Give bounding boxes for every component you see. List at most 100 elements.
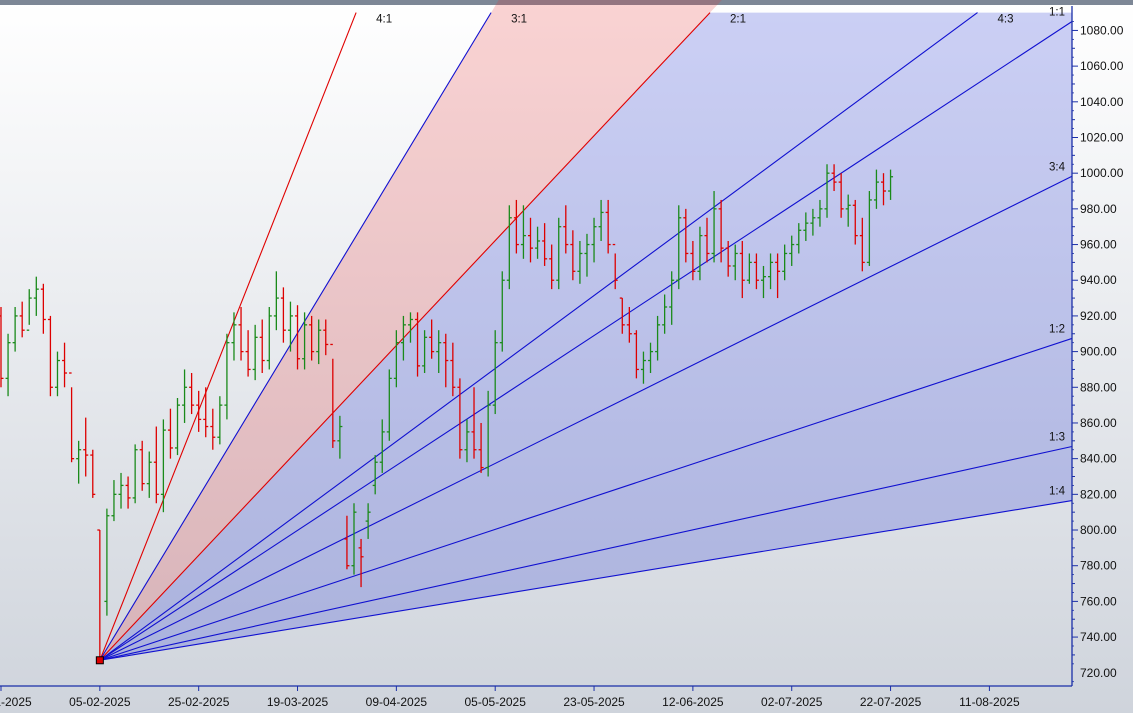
ohlc-bar[interactable] xyxy=(704,217,710,263)
ohlc-bar[interactable] xyxy=(26,289,32,331)
fan-line-1-1[interactable] xyxy=(99,21,1073,661)
fan-line-1-2[interactable] xyxy=(99,337,1073,661)
ohlc-bar[interactable] xyxy=(648,342,654,374)
ohlc-bar[interactable] xyxy=(83,417,89,477)
ohlc-bar[interactable] xyxy=(132,444,138,504)
ohlc-bar[interactable] xyxy=(358,538,364,588)
ohlc-bar[interactable] xyxy=(753,253,759,290)
ohlc-bar[interactable] xyxy=(845,194,851,227)
fan-line-4-1[interactable] xyxy=(99,12,357,661)
ohlc-bar[interactable] xyxy=(266,306,272,370)
ohlc-bar[interactable] xyxy=(436,330,442,374)
ohlc-bar[interactable] xyxy=(598,199,604,241)
ohlc-bar[interactable] xyxy=(817,199,823,227)
ohlc-bar[interactable] xyxy=(775,253,781,299)
ohlc-bar[interactable] xyxy=(591,217,597,263)
ohlc-bar[interactable] xyxy=(457,378,463,459)
ohlc-bar[interactable] xyxy=(570,230,576,281)
ohlc-bar[interactable] xyxy=(619,297,625,334)
ohlc-bar[interactable] xyxy=(873,169,879,209)
ohlc-bar[interactable] xyxy=(224,333,230,420)
fan-origin-marker[interactable] xyxy=(95,656,104,665)
ohlc-bar[interactable] xyxy=(881,173,886,206)
ohlc-bar[interactable] xyxy=(287,301,293,352)
ohlc-bar[interactable] xyxy=(146,451,152,498)
ohlc-bar[interactable] xyxy=(711,191,717,263)
ohlc-bar[interactable] xyxy=(422,330,428,374)
ohlc-bar[interactable] xyxy=(12,306,18,352)
origin-handle[interactable] xyxy=(95,656,104,665)
ohlc-bar[interactable] xyxy=(323,319,329,356)
ohlc-bar[interactable] xyxy=(182,369,188,423)
ohlc-bar[interactable] xyxy=(739,240,745,299)
fan-line-4-3[interactable] xyxy=(99,12,978,661)
ohlc-bar[interactable] xyxy=(768,253,774,290)
ohlc-bar[interactable] xyxy=(118,472,124,509)
ohlc-bar[interactable] xyxy=(386,369,392,441)
ohlc-bar[interactable] xyxy=(866,191,872,266)
ohlc-bar[interactable] xyxy=(499,271,505,352)
ohlc-bar[interactable] xyxy=(803,212,809,241)
ohlc-bar[interactable] xyxy=(153,426,159,504)
ohlc-bar[interactable] xyxy=(690,240,696,281)
ohlc-bar[interactable] xyxy=(612,243,618,290)
ohlc-bar[interactable] xyxy=(478,422,484,473)
ohlc-bar[interactable] xyxy=(577,240,583,284)
ohlc-bar[interactable] xyxy=(90,449,96,498)
ohlc-bar[interactable] xyxy=(563,205,569,254)
ohlc-bar[interactable] xyxy=(316,319,322,365)
ohlc-bar[interactable] xyxy=(302,312,308,370)
ohlc-bar[interactable] xyxy=(125,476,131,509)
ohlc-bar[interactable] xyxy=(676,205,682,290)
ohlc-bar[interactable] xyxy=(732,244,738,281)
ohlc-bar[interactable] xyxy=(655,315,661,361)
ohlc-bar[interactable] xyxy=(365,503,371,539)
ohlc-bar[interactable] xyxy=(415,312,421,377)
ohlc-bar[interactable] xyxy=(605,199,611,254)
ohlc-bar[interactable] xyxy=(810,208,816,236)
ohlc-bar[interactable] xyxy=(492,330,498,415)
ohlc-bar[interactable] xyxy=(626,306,632,343)
fan-line-1-3[interactable] xyxy=(99,445,1073,661)
ohlc-bar[interactable] xyxy=(337,415,343,459)
ohlc-bar[interactable] xyxy=(280,287,286,343)
ohlc-bar[interactable] xyxy=(528,217,533,263)
ohlc-bar[interactable] xyxy=(167,408,173,459)
ohlc-bar[interactable] xyxy=(831,164,837,192)
ohlc-bar[interactable] xyxy=(782,244,788,281)
ohlc-bar[interactable] xyxy=(295,305,301,370)
ohlc-bar[interactable] xyxy=(669,271,675,325)
ohlc-bar[interactable] xyxy=(852,199,858,245)
ohlc-bar[interactable] xyxy=(252,324,258,381)
ohlc-bar[interactable] xyxy=(443,333,449,388)
ohlc-bar[interactable] xyxy=(379,419,385,473)
ohlc-bar[interactable] xyxy=(789,235,795,266)
ohlc-bar[interactable] xyxy=(309,315,315,361)
ohlc-bar[interactable] xyxy=(203,387,209,438)
ohlc-bar[interactable] xyxy=(450,342,456,397)
ohlc-bar[interactable] xyxy=(351,503,357,575)
ohlc-bar[interactable] xyxy=(513,199,519,254)
ohlc-bar[interactable] xyxy=(47,315,53,397)
ohlc-bar[interactable] xyxy=(0,306,4,388)
ohlc-bar[interactable] xyxy=(189,373,195,415)
ohlc-bar[interactable] xyxy=(273,271,279,331)
ohlc-bar[interactable] xyxy=(393,330,399,388)
ohlc-bar[interactable] xyxy=(139,440,145,491)
ohlc-bar[interactable] xyxy=(238,306,244,361)
ohlc-bar[interactable] xyxy=(584,233,590,277)
ohlc-bar[interactable] xyxy=(104,508,110,616)
fan-line-3-4[interactable] xyxy=(99,175,1073,661)
ohlc-bar[interactable] xyxy=(217,396,223,445)
ohlc-bar[interactable] xyxy=(330,343,336,448)
ohlc-bar[interactable] xyxy=(372,455,378,495)
ohlc-bar[interactable] xyxy=(746,253,752,284)
ohlc-bar[interactable] xyxy=(245,330,251,377)
ohlc-bar[interactable] xyxy=(464,419,470,463)
ohlc-bar[interactable] xyxy=(344,515,350,570)
ohlc-bar[interactable] xyxy=(5,333,11,397)
fan-line-3-1[interactable] xyxy=(99,12,492,661)
ohlc-bar[interactable] xyxy=(859,217,865,272)
ohlc-bar[interactable] xyxy=(520,205,526,259)
ohlc-bar[interactable] xyxy=(407,312,413,343)
